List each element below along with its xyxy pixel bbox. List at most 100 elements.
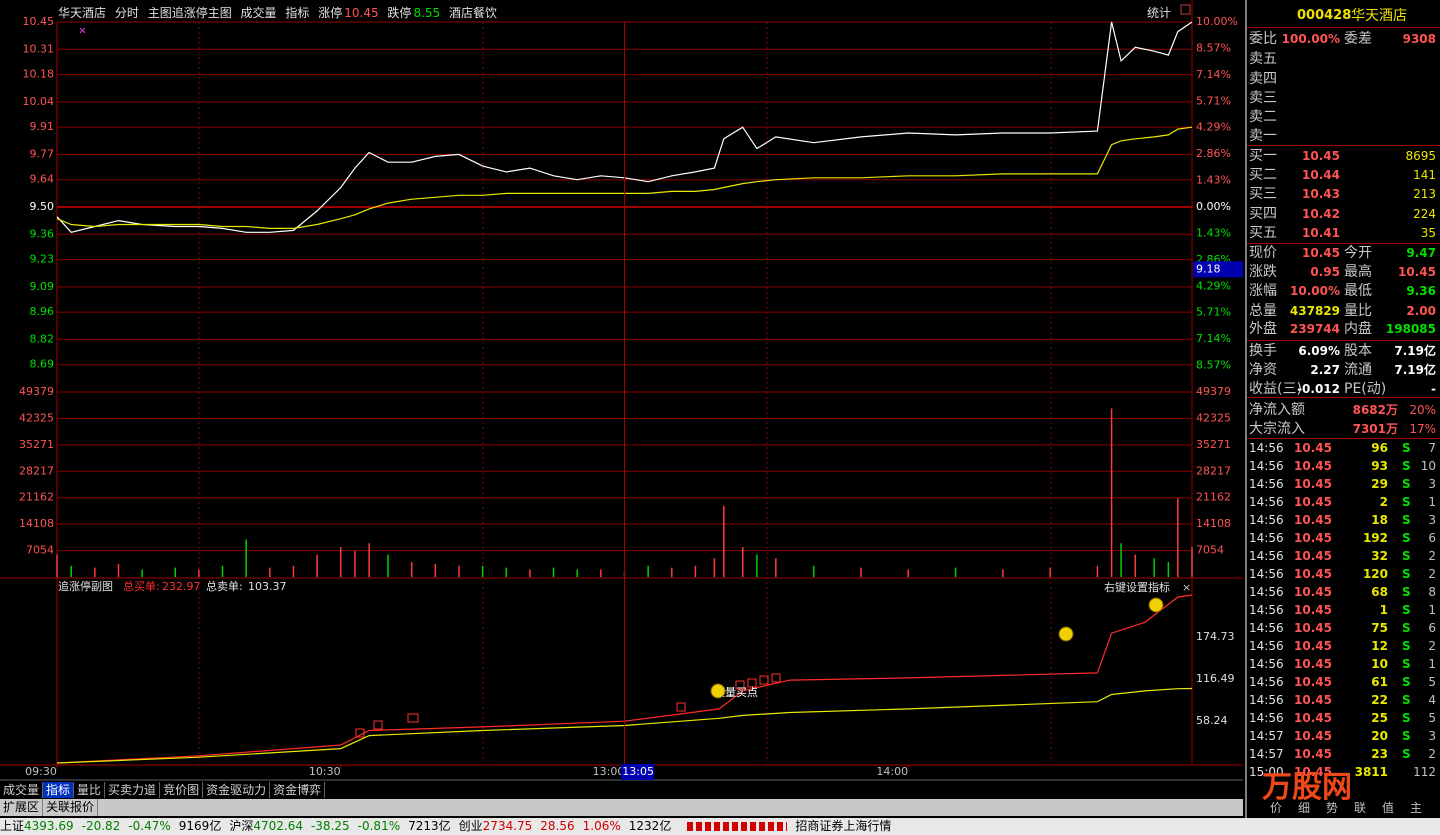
trade-count: 4 — [1428, 693, 1436, 707]
trade-price: 10.45 — [1294, 549, 1332, 563]
quote-value: 10.41 — [1302, 226, 1340, 240]
status-icon — [687, 822, 788, 831]
tab[interactable]: 资金博弈 — [270, 782, 326, 798]
trade-count: 7 — [1428, 441, 1436, 455]
limit-up: 10.45 — [344, 6, 379, 20]
trade-count: 3 — [1428, 513, 1436, 527]
stats-button[interactable]: 统计 — [1147, 6, 1172, 20]
tab[interactable]: 买卖力道 — [105, 782, 161, 798]
quote-value: 10.43 — [1302, 187, 1340, 201]
quote-code: 000428 — [1297, 8, 1352, 23]
quote-value: 198085 — [1385, 322, 1436, 336]
trade-count: 6 — [1428, 621, 1436, 635]
y-tick-label: 10.04 — [23, 95, 55, 108]
y-tick-label: 8.96 — [30, 305, 55, 318]
series-line — [56, 126, 1193, 229]
panel-tab[interactable]: 细 — [1298, 801, 1311, 815]
tab[interactable]: 成交量 — [0, 782, 44, 798]
trade-volume: 75 — [1371, 621, 1388, 635]
separator — [1247, 145, 1440, 146]
watermark: 万股网 — [1262, 770, 1352, 805]
header-item[interactable]: 分时 — [114, 6, 139, 20]
stock-name: 华天酒店 — [58, 6, 107, 20]
quote-label: 现价 — [1249, 245, 1277, 261]
quote-label: 卖四 — [1249, 71, 1277, 87]
trade-time: 14:56 — [1249, 621, 1284, 635]
buy-icons — [355, 673, 781, 738]
tab[interactable]: 指标 — [43, 782, 75, 798]
quote-value: 9.36 — [1406, 284, 1436, 298]
cursor-box — [621, 764, 655, 780]
trade-time: 14:57 — [1249, 729, 1284, 743]
panel-tab[interactable]: 势 — [1326, 801, 1339, 815]
close-x[interactable]: × — [1182, 581, 1191, 594]
trade-price: 10.45 — [1294, 765, 1332, 779]
trade-price: 10.45 — [1294, 513, 1332, 527]
y2-tick-label: 7054 — [1196, 544, 1224, 557]
cursor-box — [1193, 261, 1243, 278]
panel-tab[interactable]: 价 — [1270, 801, 1283, 815]
quote-value: 141 — [1413, 168, 1436, 182]
trade-volume: 10 — [1371, 657, 1388, 671]
quote-value: 10.44 — [1302, 168, 1340, 182]
panel-tab[interactable]: 联 — [1354, 801, 1367, 815]
trade-side: S — [1402, 747, 1411, 761]
status-item: 9169亿 — [178, 819, 222, 833]
trade-price: 10.45 — [1294, 693, 1332, 707]
trade-price: 10.45 — [1294, 621, 1332, 635]
y2-tick-label: 7.14% — [1196, 68, 1231, 81]
separator — [1247, 243, 1440, 244]
y-tick-label: 9.91 — [30, 120, 55, 133]
sector: 酒店餐饮 — [448, 6, 497, 20]
quote-label: 最低 — [1344, 283, 1372, 299]
quote-label: 净资 — [1249, 362, 1277, 378]
quote-name: 华天酒店 — [1351, 8, 1407, 24]
separator — [1247, 340, 1440, 341]
close-icon[interactable] — [1180, 4, 1191, 15]
tab[interactable]: 竞价图 — [160, 782, 204, 798]
quote-label: 股本 — [1344, 343, 1372, 359]
trade-side: S — [1402, 621, 1411, 635]
trade-price: 10.45 — [1294, 585, 1332, 599]
y2-tick-label: 2.86% — [1196, 147, 1231, 160]
panel-tab[interactable]: 值 — [1382, 801, 1395, 815]
y2-tick-label: 8.57% — [1196, 359, 1231, 372]
quote-value: 7.19亿 — [1394, 344, 1436, 358]
header-item[interactable]: 主图追涨停主图 — [147, 6, 232, 20]
tab[interactable]: 关联报价 — [43, 799, 99, 816]
trade-count: 2 — [1428, 639, 1436, 653]
quote-label: 大宗流入 — [1249, 421, 1305, 437]
y-tick-label: 9.09 — [30, 280, 55, 293]
quote-value: - — [1431, 382, 1436, 396]
tab[interactable]: 资金驱动力 — [203, 782, 271, 798]
y2-tick-label: 4.29% — [1196, 279, 1231, 292]
trade-count: 2 — [1428, 747, 1436, 761]
quote-label: 外盘 — [1249, 321, 1277, 337]
trade-time: 14:56 — [1249, 567, 1284, 581]
cursor-time: 13:05 — [622, 765, 654, 778]
trade-count: 1 — [1428, 495, 1436, 509]
trade-side: S — [1402, 675, 1411, 689]
y-tick-label: 9.50 — [30, 200, 55, 213]
header-item[interactable]: 成交量 — [240, 6, 277, 20]
sell-label: 总卖单: — [206, 579, 243, 593]
trade-time: 14:56 — [1249, 639, 1284, 653]
quote-value: 10.00% — [1290, 284, 1340, 298]
y-tick-label: 35271 — [19, 438, 54, 451]
tab[interactable]: 量比 — [74, 782, 106, 798]
header-item[interactable]: 指标 — [285, 6, 310, 20]
quote-value: 7.19亿 — [1394, 363, 1436, 377]
cursor-value: 9.18 — [1196, 262, 1221, 275]
quote-panel: 000428 华天酒店 委比 100.00% 委差 9308 卖五 卖四 卖三 卖二 卖一 买一 10.… — [1245, 0, 1440, 818]
quote-label: 委差 — [1344, 31, 1372, 47]
trade-time: 15:00 — [1249, 765, 1284, 779]
trade-time: 14:56 — [1249, 513, 1284, 527]
trade-side: S — [1402, 513, 1411, 527]
panel-tab[interactable]: 主 — [1410, 801, 1423, 815]
trade-side: S — [1402, 603, 1411, 617]
quote-value: 239744 — [1289, 322, 1340, 336]
trade-side: S — [1402, 729, 1411, 743]
tab[interactable]: 扩展区 — [0, 799, 44, 816]
status-item: 2734.75 — [482, 819, 533, 833]
trade-volume: 25 — [1371, 711, 1388, 725]
